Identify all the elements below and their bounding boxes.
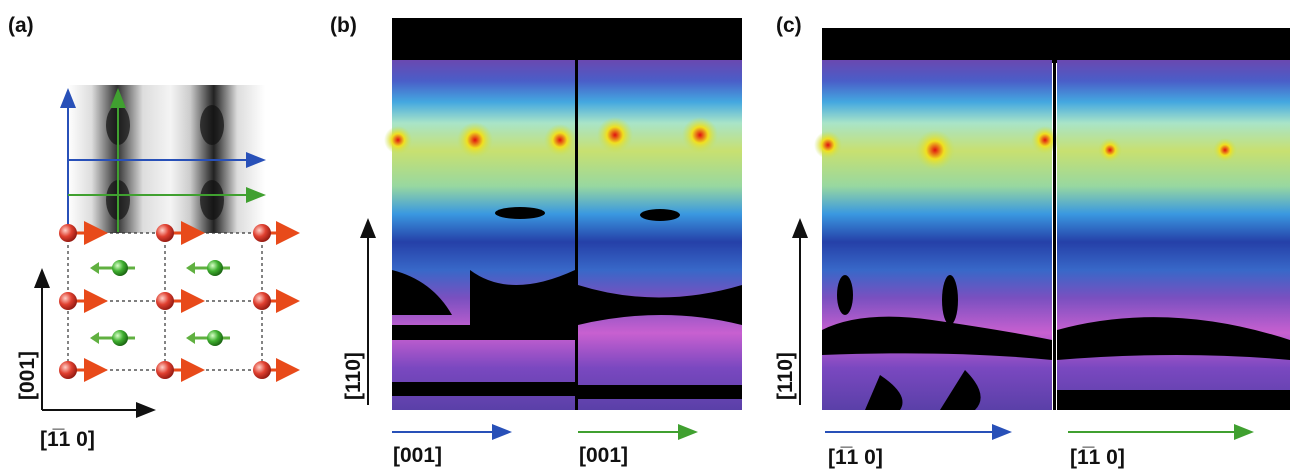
- panel-label: (b): [330, 14, 357, 37]
- axis-label: [110]: [774, 352, 797, 400]
- panel-label: (a): [8, 14, 34, 37]
- charge-density-map: [578, 60, 742, 410]
- charge-density-map: [392, 60, 575, 410]
- panel-a: (a) [001] [1̅1 0]: [8, 14, 288, 451]
- axis-label: [001]: [393, 444, 442, 467]
- axis-label: [1̅1 0]: [828, 446, 883, 469]
- axis-label: [001]: [579, 444, 628, 467]
- axis-label: [1̅1 0]: [40, 428, 95, 451]
- panel-b: (b) [110] [001] [001]: [330, 14, 742, 467]
- panel-c: (c) [110] [1̅1 0] [1̅1 0]: [774, 14, 1290, 469]
- panel-label: (c): [776, 14, 802, 37]
- axis-label: [110]: [342, 352, 365, 400]
- charge-density-map: [822, 60, 1052, 410]
- axis-label: [1̅1 0]: [1070, 446, 1125, 469]
- atoms: [59, 224, 288, 379]
- axis-label: [001]: [16, 351, 39, 400]
- figure: (a) [001] [1̅1 0]: [0, 0, 1293, 472]
